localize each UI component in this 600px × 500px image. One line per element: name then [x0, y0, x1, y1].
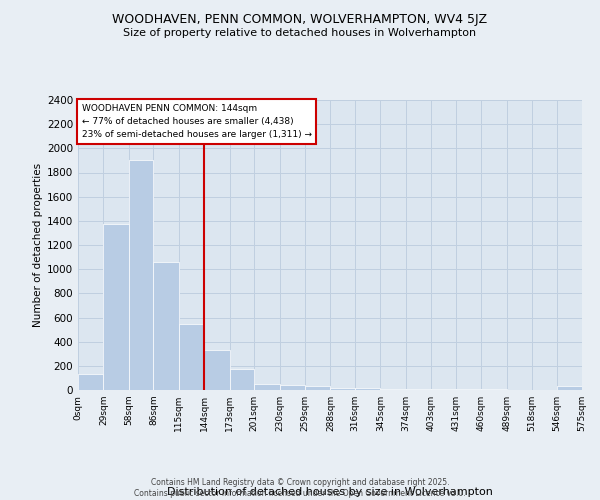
- Bar: [280, 385, 305, 390]
- Bar: [154, 262, 179, 390]
- Bar: [380, 388, 406, 390]
- Bar: [78, 374, 103, 390]
- Bar: [204, 350, 230, 390]
- Bar: [355, 388, 380, 390]
- Text: Size of property relative to detached houses in Wolverhampton: Size of property relative to detached ho…: [124, 28, 476, 38]
- Text: WOODHAVEN, PENN COMMON, WOLVERHAMPTON, WV4 5JZ: WOODHAVEN, PENN COMMON, WOLVERHAMPTON, W…: [112, 12, 488, 26]
- Bar: [129, 160, 154, 390]
- Bar: [557, 386, 582, 390]
- Bar: [230, 369, 254, 390]
- Y-axis label: Number of detached properties: Number of detached properties: [33, 163, 43, 327]
- Bar: [406, 389, 431, 390]
- X-axis label: Distribution of detached houses by size in Wolverhampton: Distribution of detached houses by size …: [167, 487, 493, 497]
- Bar: [179, 324, 204, 390]
- Bar: [305, 386, 331, 390]
- Bar: [254, 384, 280, 390]
- Bar: [431, 389, 456, 390]
- Text: WOODHAVEN PENN COMMON: 144sqm
← 77% of detached houses are smaller (4,438)
23% o: WOODHAVEN PENN COMMON: 144sqm ← 77% of d…: [82, 104, 311, 139]
- Bar: [331, 388, 355, 390]
- Text: Contains HM Land Registry data © Crown copyright and database right 2025.
Contai: Contains HM Land Registry data © Crown c…: [134, 478, 466, 498]
- Bar: [456, 389, 481, 390]
- Bar: [103, 224, 129, 390]
